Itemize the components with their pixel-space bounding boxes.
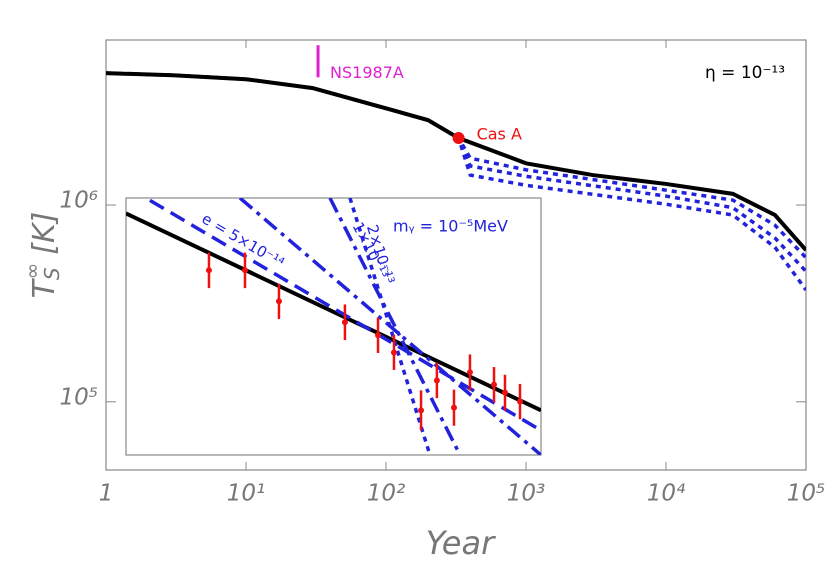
data-point bbox=[466, 369, 473, 376]
data-point bbox=[242, 267, 249, 274]
data-point bbox=[433, 377, 440, 384]
y-label-base: T bbox=[27, 277, 62, 298]
data-point bbox=[375, 332, 382, 339]
data-point bbox=[341, 319, 348, 326]
data-point bbox=[275, 298, 282, 305]
marker-label: Cas A bbox=[477, 125, 522, 144]
data-point bbox=[516, 398, 523, 405]
data-point bbox=[205, 267, 212, 274]
inset-annotation: mᵧ = 10⁻⁵MeV bbox=[393, 217, 508, 236]
x-tick-label: 10⁴ bbox=[647, 481, 686, 507]
x-tick-label: 10¹ bbox=[227, 481, 266, 507]
data-point bbox=[390, 349, 397, 356]
y-axis-label: TS∞ [K] bbox=[20, 212, 64, 299]
y-tick-label: 10⁵ bbox=[60, 384, 99, 410]
y-tick-label: 10⁶ bbox=[60, 188, 99, 214]
x-tick-label: 1 bbox=[99, 481, 114, 507]
y-label-unit: [K] bbox=[27, 212, 62, 255]
x-tick-label: 10² bbox=[367, 481, 406, 507]
data-point bbox=[418, 407, 425, 414]
marker-label: NS1987A bbox=[330, 63, 404, 82]
y-label-sub: S bbox=[40, 267, 64, 280]
data-point bbox=[501, 389, 508, 396]
data-point bbox=[491, 381, 498, 388]
annotation: η = 10⁻¹³ bbox=[705, 63, 785, 83]
data-point bbox=[450, 404, 457, 411]
inset-line bbox=[126, 211, 541, 413]
inset-plot bbox=[126, 198, 541, 455]
inset-frame bbox=[125, 197, 542, 456]
x-tick-label: 10⁵ bbox=[787, 481, 826, 507]
y-label-sup: ∞ bbox=[20, 263, 44, 280]
marker-point bbox=[452, 132, 465, 145]
inset-line bbox=[348, 198, 432, 455]
plot-frame bbox=[105, 39, 807, 471]
x-axis-label: Year bbox=[426, 524, 496, 562]
x-tick-label: 10³ bbox=[507, 481, 546, 507]
